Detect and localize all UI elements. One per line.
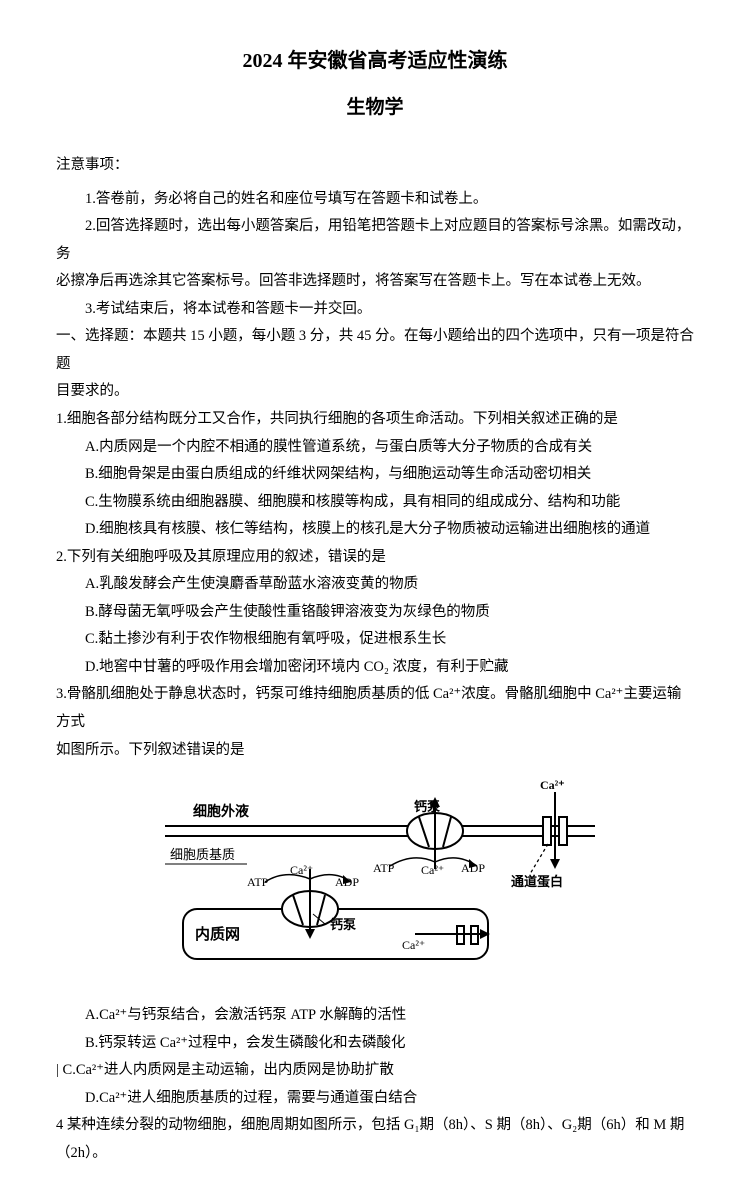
svg-text:Ca²⁺: Ca²⁺: [421, 863, 444, 877]
notice-item-2a: 2.回答选择题时，选出每小题答案后，用铅笔把答题卡上对应题目的答案标号涂黑。如需…: [56, 213, 694, 268]
q1-stem: 1.细胞各部分结构既分工又合作，共同执行细胞的各项生命活动。下列相关叙述正确的是: [56, 406, 694, 434]
section-heading-b: 目要求的。: [56, 378, 694, 406]
q1-option-c: C.生物膜系统由细胞器膜、细胞膜和核膜等构成，具有相同的组成成分、结构和功能: [56, 489, 694, 517]
diagram-svg: 细胞外液 细胞质基质 内质网 ATP ADP Ca²⁺ 钙泵 ATP ADP C…: [135, 774, 615, 994]
q4-stem: 4 某种连续分裂的动物细胞，细胞周期如图所示，包括 G₁期（8h）、S 期（8h…: [56, 1112, 694, 1167]
notice-item-2b: 必擦净后再选涂其它答案标号。回答非选择题时，将答案写在答题卡上。写在本试卷上无效…: [56, 268, 694, 296]
notice-heading: 注意事项：: [56, 152, 694, 180]
svg-text:细胞质基质: 细胞质基质: [170, 847, 235, 862]
q1-option-a: A.内质网是一个内腔不相通的膜性管道系统，与蛋白质等大分子物质的合成有关: [56, 434, 694, 462]
q3-option-b: B.钙泵转运 Ca²⁺过程中，会发生磷酸化和去磷酸化: [56, 1030, 694, 1058]
svg-text:ATP: ATP: [247, 875, 269, 889]
q3-diagram: 细胞外液 细胞质基质 内质网 ATP ADP Ca²⁺ 钙泵 ATP ADP C…: [56, 774, 694, 994]
q2-option-d: D.地窖中甘薯的呼吸作用会增加密闭环境内 CO₂ 浓度，有利于贮藏: [56, 654, 694, 682]
q2-option-b: B.酵母菌无氧呼吸会产生使酸性重铬酸钾溶液变为灰绿色的物质: [56, 599, 694, 627]
q3-stem-b: 如图所示。下列叙述错误的是: [56, 737, 694, 765]
q3-option-c: | C.Ca²⁺进人内质网是主动运输，出内质网是协助扩散: [56, 1057, 694, 1085]
q1-option-d: D.细胞核具有核膜、核仁等结构，核膜上的核孔是大分子物质被动运输进出细胞核的通道: [56, 516, 694, 544]
svg-text:ADP: ADP: [335, 875, 359, 889]
q1-option-b: B.细胞骨架是由蛋白质组成的纤维状网架结构，与细胞运动等生命活动密切相关: [56, 461, 694, 489]
svg-text:ATP: ATP: [373, 861, 395, 875]
svg-text:内质网: 内质网: [195, 925, 240, 943]
svg-text:细胞外液: 细胞外液: [193, 803, 250, 820]
q3-option-d: D.Ca²⁺进人细胞质基质的过程，需要与通道蛋白结合: [56, 1085, 694, 1113]
notice-item-3: 3.考试结束后，将本试卷和答题卡一并交回。: [56, 296, 694, 324]
section-heading-a: 一、选择题：本题共 15 小题，每小题 3 分，共 45 分。在每小题给出的四个…: [56, 323, 694, 378]
exam-page: 2024 年安徽省高考适应性演练 生物学 注意事项： 1.答卷前，务必将自己的姓…: [0, 0, 750, 1187]
main-title: 2024 年安徽省高考适应性演练: [56, 42, 694, 80]
q2-option-c: C.黏土掺沙有利于农作物根细胞有氧呼吸，促进根系生长: [56, 626, 694, 654]
subject-title: 生物学: [56, 90, 694, 126]
svg-text:Ca²⁺: Ca²⁺: [540, 778, 565, 792]
svg-text:Ca²⁺: Ca²⁺: [402, 938, 425, 952]
svg-text:通道蛋白: 通道蛋白: [511, 874, 563, 889]
q2-option-a: A.乳酸发酵会产生使溴麝香草酚蓝水溶液变黄的物质: [56, 571, 694, 599]
svg-text:钙泵: 钙泵: [414, 799, 440, 814]
q3-stem-a: 3.骨骼肌细胞处于静息状态时，钙泵可维持细胞质基质的低 Ca²⁺浓度。骨骼肌细胞…: [56, 681, 694, 736]
q3-option-a: A.Ca²⁺与钙泵结合，会激活钙泵 ATP 水解酶的活性: [56, 1002, 694, 1030]
svg-text:钙泵: 钙泵: [330, 917, 356, 932]
q2-stem: 2.下列有关细胞呼吸及其原理应用的叙述，错误的是: [56, 544, 694, 572]
svg-text:ADP: ADP: [461, 861, 485, 875]
svg-text:Ca²⁺: Ca²⁺: [290, 863, 313, 877]
notice-item-1: 1.答卷前，务必将自己的姓名和座位号填写在答题卡和试卷上。: [56, 186, 694, 214]
